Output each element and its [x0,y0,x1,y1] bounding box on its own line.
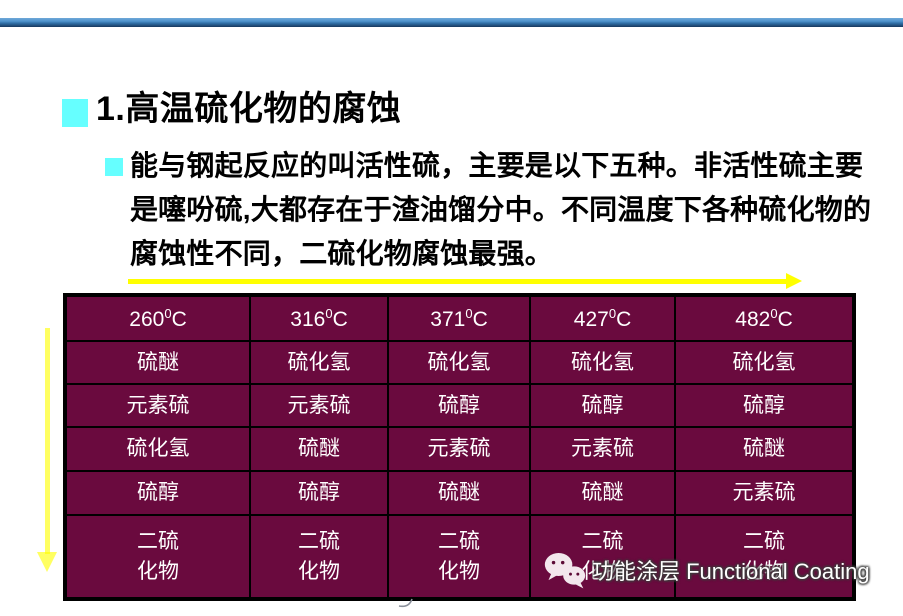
watermark-text: 功能涂层 Functional Coating [592,559,870,584]
table-header-cell: 4270C [529,294,676,342]
body-line-3: 腐蚀性不同，二硫化物腐蚀最强。 [130,238,554,269]
table-cell: 硫化氢 [529,340,676,385]
table-cell: 硫化氢 [387,340,531,385]
table-header-cell: 3710C [387,294,531,342]
top-divider-line [0,18,903,27]
table-cell: 元素硫 [64,383,251,428]
wechat-icon [544,553,586,589]
down-arrow-shaft [45,328,50,554]
table-cell: 元素硫 [529,426,676,472]
table-cell: 二硫 化物 [674,514,855,600]
stray-descender-mark [398,598,413,608]
down-arrow-icon [35,328,59,574]
table-cell: 硫化氢 [249,340,389,385]
table-cell: 硫醇 [249,470,389,516]
table-row: 元素硫 元素硫 硫醇 硫醇 硫醇 [64,383,855,428]
table-row: 二硫 化物 二硫 化物 二硫 化物 二硫 化物 二硫 化物 [64,514,855,600]
right-arrow-icon [128,273,804,290]
table-cell: 硫醚 [249,426,389,472]
table-cell: 硫醇 [529,383,676,428]
sulfide-corrosion-table: 2600C 3160C 3710C 4270C 4820C 硫醚 硫化氢 硫化氢… [63,293,856,601]
right-arrow-shaft [128,279,786,284]
table-cell: 硫醚 [387,470,531,516]
table-cell: 硫醇 [674,383,855,428]
page-title: 1.高温硫化物的腐蚀 [96,90,402,128]
body-line-2: 是噻吩硫,大都存在于渣油馏分中。不同温度下各种硫化物的 [130,194,872,225]
table-cell: 硫醇 [387,383,531,428]
table-cell: 硫化氢 [674,340,855,385]
table-row: 硫醇 硫醇 硫醚 硫醚 元素硫 [64,470,855,516]
watermark: 功能涂层 Functional Coating [543,550,870,590]
table-cell: 硫醇 [64,470,251,516]
table-cell: 硫醚 [64,340,251,385]
table-cell: 硫化氢 [64,426,251,472]
table-cell: 元素硫 [674,470,855,516]
table-cell: 硫醚 [529,470,676,516]
table-header-cell: 4820C [674,294,855,342]
table-header-cell: 2600C [64,294,251,342]
table-cell: 二硫 化物 [249,514,389,600]
table-cell: 元素硫 [387,426,531,472]
body-paragraph: 能与钢起反应的叫活性硫，主要是以下五种。非活性硫主要 是噻吩硫,大都存在于渣油馏… [130,144,900,276]
table-header-row: 2600C 3160C 3710C 4270C 4820C [64,294,855,342]
table-header-cell: 3160C [249,294,389,342]
table-cell: 二硫 化物 [64,514,251,600]
title-bullet-icon [62,99,88,127]
table-cell: 二硫 化物 [387,514,531,600]
table-row: 硫化氢 硫醚 元素硫 元素硫 硫醚 [64,426,855,472]
body-bullet-icon [105,158,123,176]
table-cell: 元素硫 [249,383,389,428]
right-arrow-head [786,273,802,289]
table-cell: 硫醚 [674,426,855,472]
down-arrow-head [37,552,57,572]
table-row: 硫醚 硫化氢 硫化氢 硫化氢 硫化氢 [64,340,855,385]
body-line-1: 能与钢起反应的叫活性硫，主要是以下五种。非活性硫主要 [130,150,864,181]
